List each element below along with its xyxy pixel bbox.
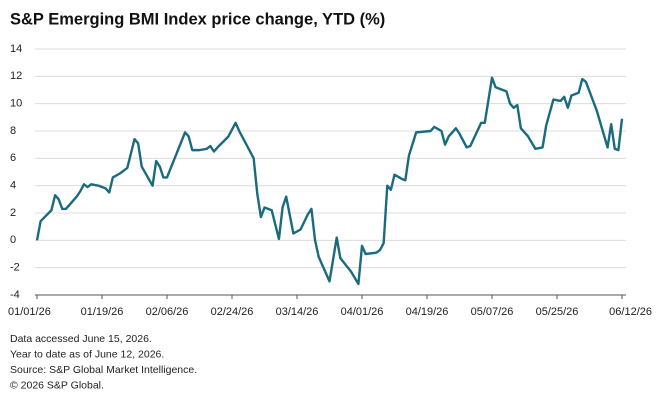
x-tick-label: 02/24/26 bbox=[211, 306, 254, 318]
footnote: Year to date as of June 12, 2026. bbox=[10, 348, 164, 360]
footnote: Source: S&P Global Market Intelligence. bbox=[10, 364, 197, 376]
chart-title: S&P Emerging BMI Index price change, YTD… bbox=[10, 10, 385, 28]
y-tick-label: 0 bbox=[10, 234, 16, 246]
x-tick-label: 02/06/26 bbox=[146, 306, 189, 318]
line-series bbox=[35, 76, 624, 286]
y-tick-label: 6 bbox=[10, 152, 16, 164]
y-tick-label: 14 bbox=[10, 43, 22, 55]
x-tick-label: 05/25/26 bbox=[536, 306, 579, 318]
footnote: Data accessed June 15, 2026. bbox=[10, 333, 152, 345]
footnote: © 2026 S&P Global. bbox=[10, 379, 104, 391]
y-tick-label: 12 bbox=[10, 70, 22, 82]
y-tick-label: -2 bbox=[10, 262, 20, 274]
x-tick-label: 03/14/26 bbox=[276, 306, 319, 318]
y-tick-label: 8 bbox=[10, 125, 16, 137]
y-tick-label: 2 bbox=[10, 207, 16, 219]
x-tick-label: 04/19/26 bbox=[406, 306, 449, 318]
y-tick-label: 10 bbox=[10, 98, 22, 110]
y-tick-label: 4 bbox=[10, 180, 16, 192]
x-tick-label: 01/19/26 bbox=[81, 306, 124, 318]
x-tick-label: 05/07/26 bbox=[471, 306, 514, 318]
x-tick-label: 04/01/26 bbox=[341, 306, 384, 318]
y-tick-label: -4 bbox=[10, 289, 20, 301]
x-tick-label: 01/01/26 bbox=[8, 306, 51, 318]
x-tick-label: 06/12/26 bbox=[609, 306, 652, 318]
